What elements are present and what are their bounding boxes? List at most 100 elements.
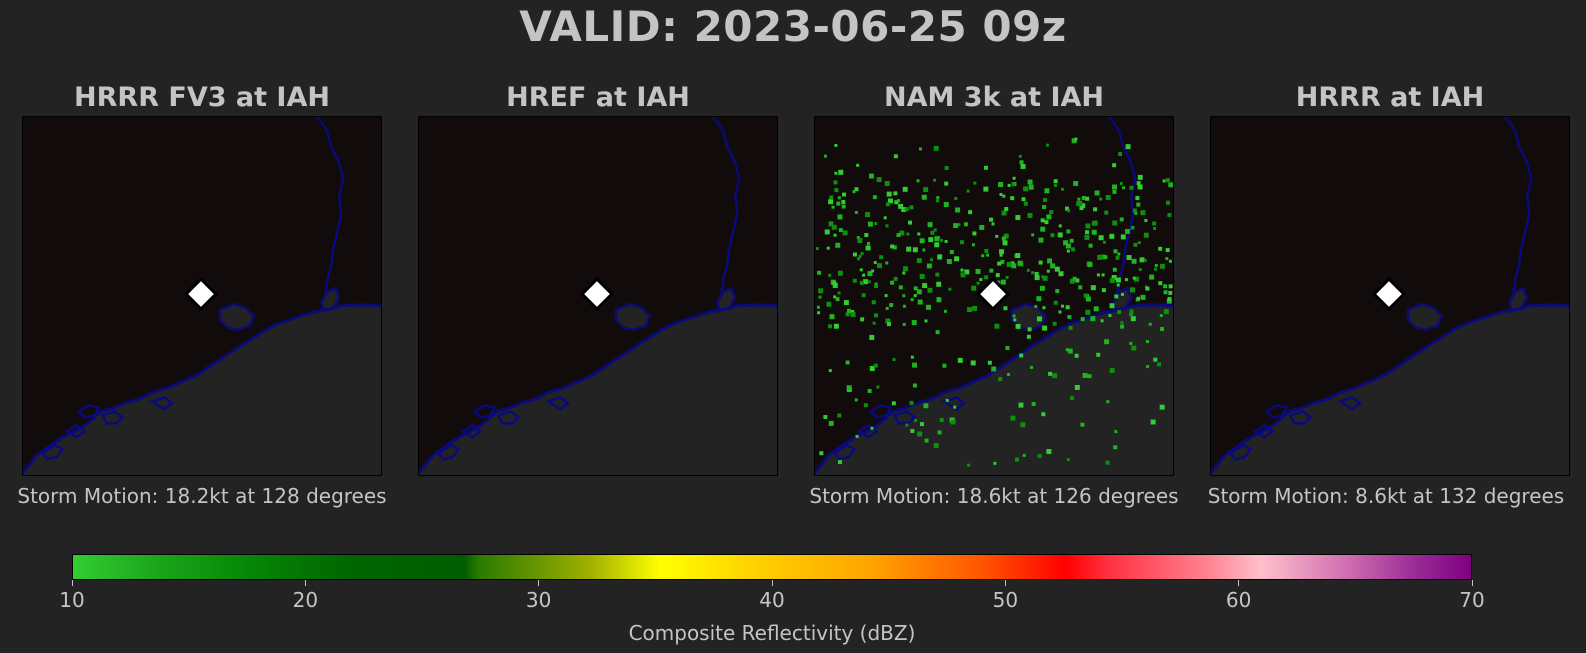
reflectivity-echo bbox=[1135, 196, 1140, 201]
reflectivity-echo bbox=[1091, 229, 1097, 235]
reflectivity-echo bbox=[957, 357, 963, 363]
reflectivity-echo bbox=[1084, 230, 1089, 235]
reflectivity-echo bbox=[1027, 212, 1033, 218]
reflectivity-echo bbox=[845, 312, 850, 317]
reflectivity-echo bbox=[1085, 223, 1091, 229]
reflectivity-echo bbox=[989, 217, 994, 222]
station-marker-icon[interactable] bbox=[1371, 276, 1407, 312]
reflectivity-echo bbox=[1011, 182, 1016, 187]
coastal-inlet bbox=[41, 443, 65, 461]
reflectivity-echo bbox=[995, 273, 1000, 278]
main-title: VALID: 2023-06-25 09z bbox=[519, 2, 1067, 51]
reflectivity-echo bbox=[1131, 345, 1137, 351]
reflectivity-echo bbox=[1046, 449, 1052, 455]
reflectivity-echo bbox=[1067, 209, 1071, 213]
reflectivity-echo bbox=[928, 237, 934, 243]
reflectivity-echo bbox=[1097, 254, 1103, 260]
reflectivity-echo bbox=[934, 242, 940, 248]
reflectivity-echo bbox=[837, 291, 841, 295]
reflectivity-echo bbox=[1015, 253, 1021, 259]
station-marker-icon[interactable] bbox=[183, 276, 219, 312]
reflectivity-echo bbox=[916, 258, 922, 264]
reflectivity-echo bbox=[901, 206, 907, 212]
station-marker-icon[interactable] bbox=[975, 276, 1011, 312]
reflectivity-echo bbox=[1120, 234, 1126, 240]
colorbar-tick-label: 70 bbox=[1459, 588, 1485, 612]
reflectivity-echo bbox=[862, 279, 868, 285]
reflectivity-echo bbox=[943, 202, 949, 207]
reflectivity-echo bbox=[871, 269, 875, 273]
reflectivity-echo bbox=[940, 238, 943, 242]
reflectivity-echo bbox=[832, 282, 838, 288]
map-panel-1[interactable] bbox=[22, 116, 382, 476]
reflectivity-echo bbox=[986, 253, 990, 257]
reflectivity-echo bbox=[906, 232, 910, 236]
reflectivity-echo bbox=[847, 308, 851, 313]
reflectivity-echo bbox=[1102, 240, 1106, 244]
reflectivity-echo bbox=[896, 233, 901, 238]
reflectivity-echo bbox=[1050, 233, 1055, 238]
reflectivity-echo bbox=[1048, 371, 1053, 376]
reflectivity-echo bbox=[1036, 296, 1042, 302]
reflectivity-echo bbox=[838, 169, 844, 175]
reflectivity-echo bbox=[955, 207, 961, 213]
reflectivity-echo bbox=[1104, 210, 1109, 215]
reflectivity-echo bbox=[1006, 261, 1012, 267]
reflectivity-echo bbox=[1153, 226, 1157, 230]
reflectivity-echo bbox=[1046, 269, 1050, 273]
reflectivity-echo bbox=[1080, 203, 1086, 209]
reflectivity-echo bbox=[942, 363, 947, 368]
reflectivity-echo bbox=[970, 360, 976, 366]
colorbar-label: Composite Reflectivity (dBZ) bbox=[628, 621, 916, 645]
reflectivity-echo bbox=[943, 309, 947, 313]
reflectivity-echo bbox=[1129, 312, 1134, 317]
reflectivity-echo bbox=[997, 261, 1002, 266]
river bbox=[1504, 117, 1533, 295]
reflectivity-echo bbox=[1125, 144, 1131, 150]
reflectivity-echo bbox=[1027, 179, 1033, 185]
reflectivity-echo bbox=[1065, 305, 1070, 310]
reflectivity-echo bbox=[1163, 290, 1168, 295]
reflectivity-echo bbox=[987, 360, 992, 365]
reflectivity-echo bbox=[954, 256, 960, 262]
reflectivity-echo bbox=[873, 261, 877, 265]
reflectivity-echo bbox=[828, 420, 834, 426]
reflectivity-echo bbox=[1115, 277, 1121, 283]
reflectivity-echo bbox=[999, 192, 1003, 196]
reflectivity-echo bbox=[923, 187, 929, 193]
reflectivity-echo bbox=[1106, 400, 1110, 404]
reflectivity-echo bbox=[1050, 263, 1056, 269]
reflectivity-echo bbox=[871, 300, 876, 305]
reflectivity-echo bbox=[959, 240, 964, 245]
reflectivity-echo bbox=[837, 196, 841, 200]
reflectivity-echo bbox=[831, 205, 835, 209]
station-marker-icon[interactable] bbox=[579, 276, 615, 312]
map-panel-4[interactable] bbox=[1210, 116, 1570, 476]
reflectivity-echo bbox=[1159, 314, 1163, 318]
colorbar-tick bbox=[538, 580, 540, 586]
map-panel-2[interactable] bbox=[418, 116, 778, 476]
reflectivity-echo bbox=[916, 179, 920, 183]
reflectivity-echo bbox=[1126, 255, 1132, 261]
reflectivity-echo bbox=[1073, 181, 1079, 187]
reflectivity-echo bbox=[1149, 274, 1155, 280]
reflectivity-echo bbox=[1163, 309, 1169, 315]
reflectivity-echo bbox=[936, 196, 940, 200]
reflectivity-echo bbox=[1081, 195, 1086, 200]
reflectivity-echo bbox=[1042, 205, 1047, 209]
reflectivity-echo bbox=[883, 216, 887, 220]
reflectivity-echo bbox=[1118, 152, 1123, 157]
reflectivity-echo bbox=[1074, 353, 1079, 358]
reflectivity-echo bbox=[1163, 284, 1168, 289]
coastal-inlet bbox=[892, 409, 917, 425]
reflectivity-echo bbox=[1052, 321, 1057, 326]
reflectivity-echo bbox=[999, 253, 1003, 257]
reflectivity-echo bbox=[858, 254, 862, 258]
reflectivity-echo bbox=[1148, 322, 1152, 326]
reflectivity-echo bbox=[1124, 278, 1128, 282]
reflectivity-echo bbox=[845, 360, 850, 365]
map-panel-3[interactable] bbox=[814, 116, 1174, 476]
reflectivity-echo bbox=[1070, 396, 1075, 401]
reflectivity-echo bbox=[828, 369, 832, 373]
storm-motion-1: Storm Motion: 18.2kt at 128 degrees bbox=[17, 484, 387, 508]
